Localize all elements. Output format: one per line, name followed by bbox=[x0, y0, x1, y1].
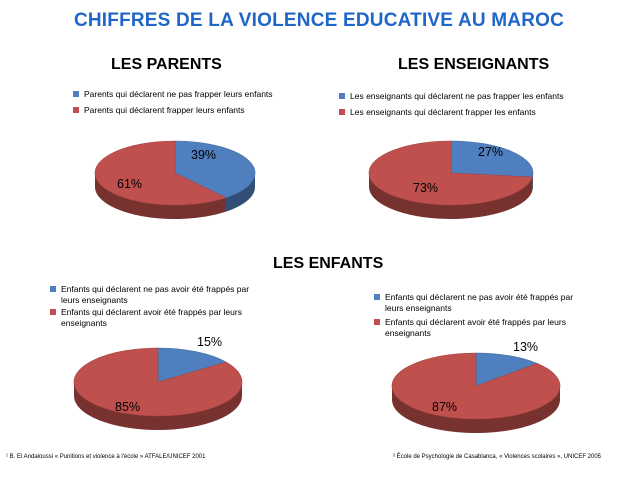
parents-pie-chart bbox=[94, 140, 256, 219]
footnote-1: ¹ B. El Andaloussi « Punitions et violen… bbox=[6, 454, 206, 460]
enfants2-red-pct: 87% bbox=[432, 400, 458, 414]
pie-slice-1 bbox=[368, 140, 533, 206]
pie-side-1 bbox=[392, 386, 560, 433]
pie-slice-0 bbox=[450, 140, 534, 178]
pie-slice-1 bbox=[391, 352, 561, 420]
pie-slice-0 bbox=[157, 347, 227, 383]
legend-swatch bbox=[73, 91, 79, 97]
parents-heading: LES PARENTS bbox=[111, 56, 222, 73]
enfants2-legend: Enfants qui déclarent ne pas avoir été f… bbox=[374, 292, 588, 344]
enseignants-blue-pct: 27% bbox=[478, 145, 504, 159]
legend-label: Les enseignants qui déclarent ne pas fra… bbox=[350, 91, 564, 101]
legend-swatch bbox=[73, 107, 79, 113]
legend-swatch bbox=[374, 319, 380, 325]
pie-side-1 bbox=[369, 173, 533, 219]
legend-item: Enfants qui déclarent avoir été frappés … bbox=[374, 317, 588, 339]
legend-item: Enfants qui déclarent avoir été frappés … bbox=[50, 307, 264, 329]
enseignants-pie-chart bbox=[368, 140, 534, 219]
legend-item: Les enseignants qui déclarent ne pas fra… bbox=[339, 91, 609, 102]
enfants1-blue-pct: 15% bbox=[197, 335, 223, 349]
legend-item: Parents qui déclarent ne pas frapper leu… bbox=[73, 89, 333, 100]
legend-item: Enfants qui déclarent ne pas avoir été f… bbox=[374, 292, 588, 314]
legend-label: Enfants qui déclarent ne pas avoir été f… bbox=[385, 292, 574, 313]
enseignants-heading: LES ENSEIGNANTS bbox=[398, 56, 550, 73]
parents-blue-pct: 39% bbox=[191, 148, 217, 162]
enfants2-blue-pct: 13% bbox=[513, 340, 539, 354]
legend-item: Les enseignants qui déclarent frapper le… bbox=[339, 107, 609, 118]
legend-label: Les enseignants qui déclarent frapper le… bbox=[350, 107, 536, 117]
pie-slice-0 bbox=[174, 140, 256, 198]
pie-slice-1 bbox=[73, 347, 243, 417]
enfants1-legend: Enfants qui déclarent ne pas avoir été f… bbox=[50, 284, 264, 334]
pie-side-1 bbox=[74, 382, 242, 430]
enfants1-pie-chart bbox=[73, 347, 243, 430]
enseignants-red-pct: 73% bbox=[413, 181, 439, 195]
legend-item: Enfants qui déclarent ne pas avoir été f… bbox=[50, 284, 264, 306]
legend-item: Parents qui déclarent frapper leurs enfa… bbox=[73, 105, 333, 116]
enfants2-pie-chart bbox=[391, 352, 561, 433]
legend-swatch bbox=[50, 309, 56, 315]
legend-label: Parents qui déclarent frapper leurs enfa… bbox=[84, 105, 245, 115]
legend-label: Enfants qui déclarent avoir été frappés … bbox=[385, 317, 566, 338]
page-title: CHIFFRES DE LA VIOLENCE EDUCATIVE AU MAR… bbox=[73, 10, 565, 31]
pie-slice-0 bbox=[475, 352, 539, 387]
legend-label: Parents qui déclarent ne pas frapper leu… bbox=[84, 89, 273, 99]
parents-red-pct: 61% bbox=[117, 177, 143, 191]
enfants-heading: LES ENFANTS bbox=[273, 255, 384, 272]
legend-swatch bbox=[50, 286, 56, 292]
parents-legend: Parents qui déclarent ne pas frapper leu… bbox=[73, 89, 333, 121]
pie-side-0 bbox=[225, 173, 255, 212]
pie-slice-1 bbox=[94, 140, 227, 206]
pie-side-0 bbox=[532, 173, 533, 192]
pie-side-1 bbox=[95, 173, 226, 219]
enseignants-legend: Les enseignants qui déclarent ne pas fra… bbox=[339, 91, 609, 123]
legend-swatch bbox=[339, 93, 345, 99]
legend-label: Enfants qui déclarent ne pas avoir été f… bbox=[61, 284, 250, 305]
footnote-2: ² École de Psychologie de Casablanca, « … bbox=[393, 454, 602, 460]
legend-label: Enfants qui déclarent avoir été frappés … bbox=[61, 307, 242, 328]
legend-swatch bbox=[374, 294, 380, 300]
enfants1-red-pct: 85% bbox=[115, 400, 141, 414]
legend-swatch bbox=[339, 109, 345, 115]
